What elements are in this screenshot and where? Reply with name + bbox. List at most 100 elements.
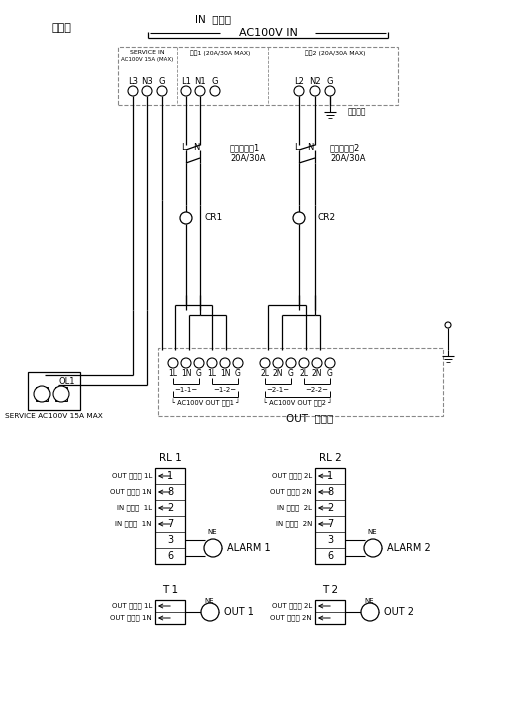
Bar <box>155 468 185 564</box>
Circle shape <box>298 358 308 368</box>
Text: AC100V IN: AC100V IN <box>238 28 297 38</box>
Circle shape <box>260 358 269 368</box>
Circle shape <box>193 358 204 368</box>
Text: 6: 6 <box>326 551 332 561</box>
Text: 1N: 1N <box>180 369 191 379</box>
Text: OUT 2: OUT 2 <box>383 607 413 617</box>
Text: 1: 1 <box>166 471 173 481</box>
Text: IN 端子台  2N: IN 端子台 2N <box>275 520 312 528</box>
Text: 8: 8 <box>166 487 173 497</box>
Text: −1-1−: −1-1− <box>174 387 197 393</box>
Circle shape <box>181 358 191 368</box>
Text: L1: L1 <box>181 76 190 86</box>
Circle shape <box>210 86 219 96</box>
Text: ブレーカー1: ブレーカー1 <box>230 143 260 153</box>
Text: └ AC100V OUT 系紶2 ┘: └ AC100V OUT 系紶2 ┘ <box>263 399 331 407</box>
Text: −2-2−: −2-2− <box>305 387 328 393</box>
Text: RL 1: RL 1 <box>158 453 181 463</box>
Text: OL1: OL1 <box>59 377 75 386</box>
Text: IN  端子台: IN 端子台 <box>194 14 231 24</box>
Text: N2: N2 <box>308 76 320 86</box>
Text: OUT 端子台 2L: OUT 端子台 2L <box>271 602 312 610</box>
Circle shape <box>286 358 295 368</box>
Text: N: N <box>192 143 199 153</box>
Circle shape <box>194 86 205 96</box>
Bar <box>118 47 397 105</box>
Text: OUT  端子台: OUT 端子台 <box>286 413 333 423</box>
Circle shape <box>272 358 282 368</box>
Text: 2N: 2N <box>272 369 282 379</box>
Circle shape <box>180 212 191 224</box>
Text: G: G <box>235 369 240 379</box>
Text: N1: N1 <box>194 76 206 86</box>
Text: OUT 端子台 1N: OUT 端子台 1N <box>110 615 152 621</box>
Circle shape <box>324 86 334 96</box>
Circle shape <box>293 212 304 224</box>
Text: OUT 端子台 1L: OUT 端子台 1L <box>111 473 152 479</box>
Text: OUT 端子台 1L: OUT 端子台 1L <box>111 602 152 610</box>
Circle shape <box>363 539 381 557</box>
Text: L2: L2 <box>294 76 303 86</box>
Circle shape <box>324 358 334 368</box>
Text: IN 端子台  2L: IN 端子台 2L <box>276 505 312 511</box>
Text: T 2: T 2 <box>321 585 337 595</box>
Text: 2N: 2N <box>311 369 322 379</box>
Text: 2: 2 <box>166 503 173 513</box>
Text: 3: 3 <box>166 535 173 545</box>
Text: G: G <box>326 369 332 379</box>
Text: ブレーカー2: ブレーカー2 <box>329 143 359 153</box>
Circle shape <box>167 358 178 368</box>
Text: 7: 7 <box>166 519 173 529</box>
Circle shape <box>293 86 303 96</box>
Text: G: G <box>211 76 218 86</box>
Circle shape <box>181 86 191 96</box>
Text: 1L: 1L <box>168 369 177 379</box>
Bar <box>55 387 67 401</box>
Text: OUT 端子台 1N: OUT 端子台 1N <box>110 488 152 496</box>
Text: IN 端子台  1L: IN 端子台 1L <box>117 505 152 511</box>
Text: 6: 6 <box>166 551 173 561</box>
Circle shape <box>128 86 138 96</box>
Circle shape <box>53 386 69 402</box>
Bar <box>158 348 442 416</box>
Text: 8: 8 <box>326 487 332 497</box>
Text: G: G <box>195 369 202 379</box>
Text: G: G <box>326 76 332 86</box>
Text: NE: NE <box>207 529 216 535</box>
Text: −1-2−: −1-2− <box>213 387 236 393</box>
Circle shape <box>312 358 321 368</box>
Text: 2: 2 <box>326 503 332 513</box>
Text: N3: N3 <box>141 76 153 86</box>
Circle shape <box>219 358 230 368</box>
Bar <box>28 372 80 410</box>
Circle shape <box>360 603 378 621</box>
Text: 20A/30A: 20A/30A <box>329 153 365 163</box>
Text: N: N <box>306 143 313 153</box>
Text: RL 2: RL 2 <box>318 453 341 463</box>
Text: 系統2 (20A/30A MAX): 系統2 (20A/30A MAX) <box>304 50 364 56</box>
Text: ALARM 1: ALARM 1 <box>227 543 270 553</box>
Text: L: L <box>180 143 185 153</box>
Text: 2L: 2L <box>299 369 308 379</box>
Bar <box>315 468 344 564</box>
Text: ALARM 2: ALARM 2 <box>386 543 430 553</box>
Text: G: G <box>288 369 293 379</box>
Text: NE: NE <box>366 529 376 535</box>
Text: 20A/30A: 20A/30A <box>230 153 265 163</box>
Text: 配線図: 配線図 <box>52 23 72 33</box>
Text: 2L: 2L <box>260 369 269 379</box>
Text: OUT 端子台 2N: OUT 端子台 2N <box>270 615 312 621</box>
Circle shape <box>201 603 218 621</box>
Text: CR1: CR1 <box>205 213 223 222</box>
Bar <box>155 600 185 624</box>
Text: 1: 1 <box>326 471 332 481</box>
Circle shape <box>157 86 166 96</box>
Text: T 1: T 1 <box>162 585 178 595</box>
Text: SERVICE AC100V 15A MAX: SERVICE AC100V 15A MAX <box>5 413 103 419</box>
Text: NE: NE <box>204 598 213 604</box>
Text: −2-1−: −2-1− <box>266 387 289 393</box>
Circle shape <box>309 86 319 96</box>
Text: L3: L3 <box>128 76 138 86</box>
Text: 1L: 1L <box>207 369 216 379</box>
Text: └ AC100V OUT 系紶1 ┘: └ AC100V OUT 系紶1 ┘ <box>171 399 240 407</box>
